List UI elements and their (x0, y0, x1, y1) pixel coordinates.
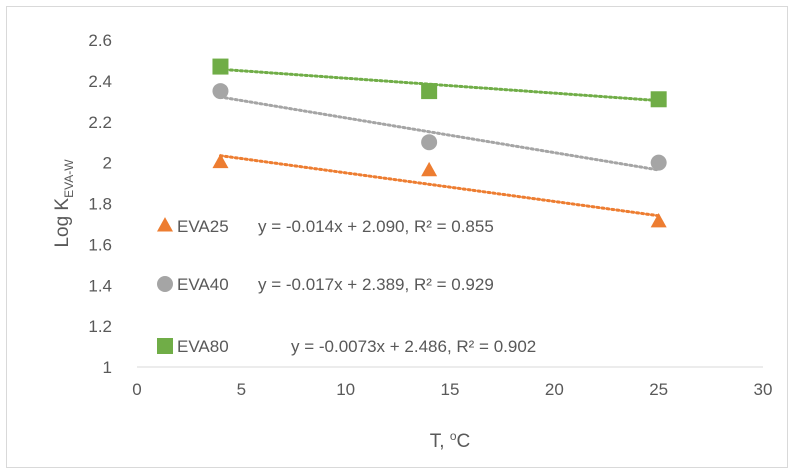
point-eva25 (650, 212, 667, 228)
data-points (212, 58, 667, 228)
y-axis-ticks: 1 1.2 1.4 1.6 1.8 2 2.2 2.4 2.6 (88, 31, 112, 377)
legend: EVA25 y = -0.014x + 2.090, R² = 0.855 EVA4… (157, 217, 536, 356)
y-tick-label: 1.2 (88, 317, 112, 336)
legend-marker-eva40 (157, 276, 173, 292)
x-axis-title-main: T, (430, 431, 450, 452)
y-axis-title-sub: EVA-W (62, 159, 76, 198)
trendline-equation-eva80: y = -0.0073x + 2.486, R² = 0.902 (291, 337, 536, 356)
legend-marker-eva25 (157, 217, 173, 232)
point-eva25 (212, 153, 229, 169)
trendline-eva80 (218, 67, 661, 103)
x-tick-label: 10 (336, 380, 355, 399)
point-eva40 (421, 134, 438, 151)
trendline-eva25 (218, 154, 661, 218)
x-tick-label: 5 (237, 380, 246, 399)
y-tick-label: 1 (103, 358, 112, 377)
x-axis-ticks: 0 5 10 15 20 25 30 (132, 380, 772, 399)
y-tick-label: 1.6 (88, 235, 112, 254)
x-tick-label: 20 (545, 380, 564, 399)
x-tick-label: 15 (441, 380, 460, 399)
x-axis-title-sup: o (450, 429, 457, 443)
x-axis-title-tail: C (457, 431, 471, 452)
legend-label-eva80: EVA80 (177, 337, 229, 356)
point-eva40 (650, 154, 667, 171)
point-eva40 (212, 83, 229, 100)
legend-label-eva25: EVA25 (177, 217, 229, 236)
trendlines (218, 67, 661, 218)
y-tick-label: 2.6 (88, 31, 112, 50)
y-tick-label: 2 (103, 154, 112, 173)
point-eva80 (421, 83, 438, 100)
trendline-equation-eva40: y = -0.017x + 2.389, R² = 0.929 (258, 275, 494, 294)
x-tick-label: 0 (132, 380, 141, 399)
y-axis-title-main: Log K (52, 198, 73, 248)
point-eva80 (212, 58, 229, 75)
x-tick-label: 30 (754, 380, 773, 399)
point-eva25 (421, 161, 438, 177)
legend-marker-eva80 (157, 338, 173, 354)
x-tick-label: 25 (649, 380, 668, 399)
x-axis-title: T, oC (430, 429, 470, 452)
y-tick-label: 2.4 (88, 72, 112, 91)
y-tick-label: 2.2 (88, 113, 112, 132)
trendline-eva40 (218, 95, 661, 172)
y-axis-title: Log KEVA-W (52, 159, 76, 248)
y-tick-label: 1.8 (88, 195, 112, 214)
y-tick-label: 1.4 (88, 276, 112, 295)
point-eva80 (650, 91, 667, 108)
legend-label-eva40: EVA40 (177, 275, 229, 294)
trendline-equation-eva25: y = -0.014x + 2.090, R² = 0.855 (258, 217, 494, 236)
